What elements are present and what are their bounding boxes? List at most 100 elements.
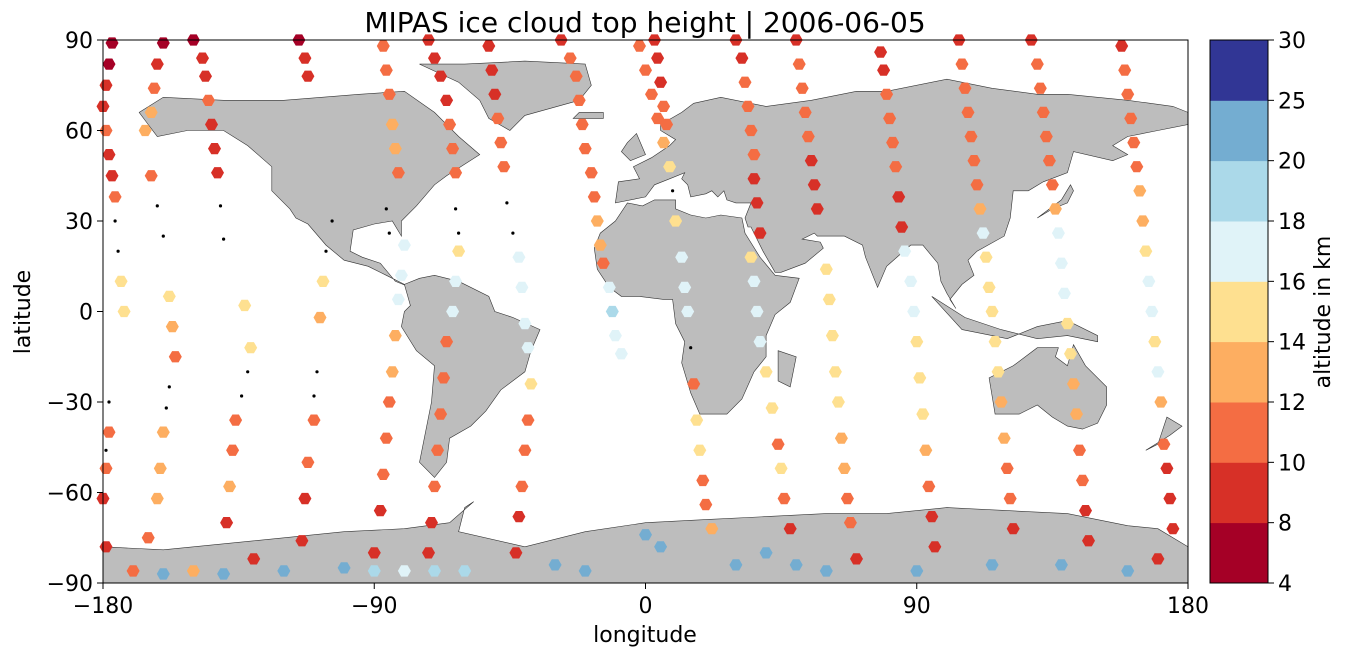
track-point	[116, 249, 120, 253]
cloud-point	[211, 167, 224, 179]
cloud-point	[102, 426, 116, 438]
cloud-point	[138, 124, 152, 137]
cloud-point	[394, 269, 408, 281]
cloud-point	[434, 70, 448, 82]
cloud-point	[509, 547, 523, 559]
cloud-point	[301, 70, 315, 82]
cloud-point	[202, 94, 215, 106]
cloud-point	[991, 366, 1005, 378]
cloud-point	[376, 40, 390, 52]
track-point	[689, 346, 693, 350]
cloud-point	[512, 511, 526, 523]
land-shape	[572, 112, 604, 119]
cloud-point	[443, 118, 457, 131]
cloud-point	[397, 239, 411, 251]
cloud-point	[979, 251, 993, 263]
cloud-point	[367, 547, 381, 559]
cloud-point	[961, 106, 975, 118]
land-shape	[777, 350, 797, 388]
track-point	[505, 201, 509, 205]
y-tick-label: 60	[65, 120, 93, 145]
cloud-point	[693, 444, 707, 456]
cloud-point	[440, 336, 454, 348]
cloud-point	[220, 517, 234, 529]
cloud-point	[1076, 474, 1089, 487]
cloud-point	[1127, 136, 1141, 149]
cloud-point	[657, 136, 671, 149]
x-axis-label: longitude	[593, 623, 697, 648]
colorbar-frame	[1209, 39, 1269, 584]
cloud-point	[144, 106, 158, 118]
colorbar-segment	[1210, 341, 1268, 403]
cloud-point	[437, 372, 451, 384]
cloud-point	[744, 124, 758, 137]
cloud-point	[590, 215, 604, 227]
cloud-point	[458, 565, 472, 577]
cloud-point	[699, 498, 713, 511]
cloud-point	[1079, 505, 1092, 517]
cloud-point	[898, 245, 912, 257]
cloud-point	[645, 88, 658, 100]
cloud-point	[985, 559, 999, 571]
cloud-point	[747, 275, 761, 287]
cloud-point	[744, 251, 758, 263]
cloud-point	[1039, 130, 1053, 143]
cloud-point	[162, 290, 176, 302]
cloud-point	[205, 118, 218, 131]
cloud-point	[141, 532, 155, 544]
cloud-point	[1070, 408, 1083, 420]
cloud-point	[515, 281, 529, 293]
cloud-point	[669, 215, 683, 227]
colorbar-segment	[1210, 281, 1268, 343]
track-point	[330, 219, 334, 223]
cloud-point	[446, 143, 460, 155]
cloud-point	[608, 330, 622, 342]
track-point	[104, 448, 108, 452]
cloud-point	[277, 565, 291, 577]
x-tick-label: 90	[903, 594, 931, 619]
cloud-point	[819, 565, 833, 577]
colorbar-tick-label: 25	[1278, 89, 1306, 114]
cloud-point	[976, 227, 990, 239]
cloud-point	[750, 305, 764, 318]
cloud-point	[798, 106, 812, 118]
cloud-point	[1136, 215, 1150, 227]
cloud-point	[422, 547, 435, 559]
cloud-point	[114, 275, 128, 287]
cloud-point	[925, 511, 939, 523]
cloud-point	[738, 76, 752, 88]
cloud-point	[765, 402, 779, 414]
colorbar-tick-label: 16	[1278, 270, 1306, 295]
cloud-point	[1003, 492, 1017, 505]
track-point	[218, 204, 223, 208]
cloud-point	[313, 311, 327, 324]
cloud-point	[144, 170, 158, 182]
cloud-point	[970, 179, 984, 191]
cloud-point	[657, 100, 671, 112]
cloud-point	[982, 281, 996, 293]
cloud-point	[223, 480, 237, 493]
cloud-point	[150, 58, 164, 70]
colorbar-tick-label: 12	[1278, 391, 1306, 416]
cloud-point	[904, 275, 918, 287]
cloud-point	[837, 462, 851, 474]
cloud-point	[388, 143, 402, 155]
cloud-point	[156, 568, 170, 580]
track-point	[246, 370, 250, 374]
cloud-point	[922, 480, 936, 493]
cloud-point	[1006, 523, 1020, 535]
cloud-point	[729, 559, 743, 571]
cloud-point	[578, 565, 592, 577]
cloud-point	[654, 541, 668, 553]
cloud-point	[316, 275, 330, 287]
cloud-point	[705, 523, 719, 535]
cloud-point	[753, 336, 767, 348]
cloud-point	[150, 492, 164, 505]
cloud-point	[575, 118, 589, 131]
land-shape	[621, 132, 646, 162]
cloud-point	[774, 462, 788, 474]
cloud-point	[958, 82, 972, 94]
cloud-point	[307, 414, 321, 426]
cloud-point	[895, 221, 909, 233]
cloud-point	[428, 52, 441, 64]
